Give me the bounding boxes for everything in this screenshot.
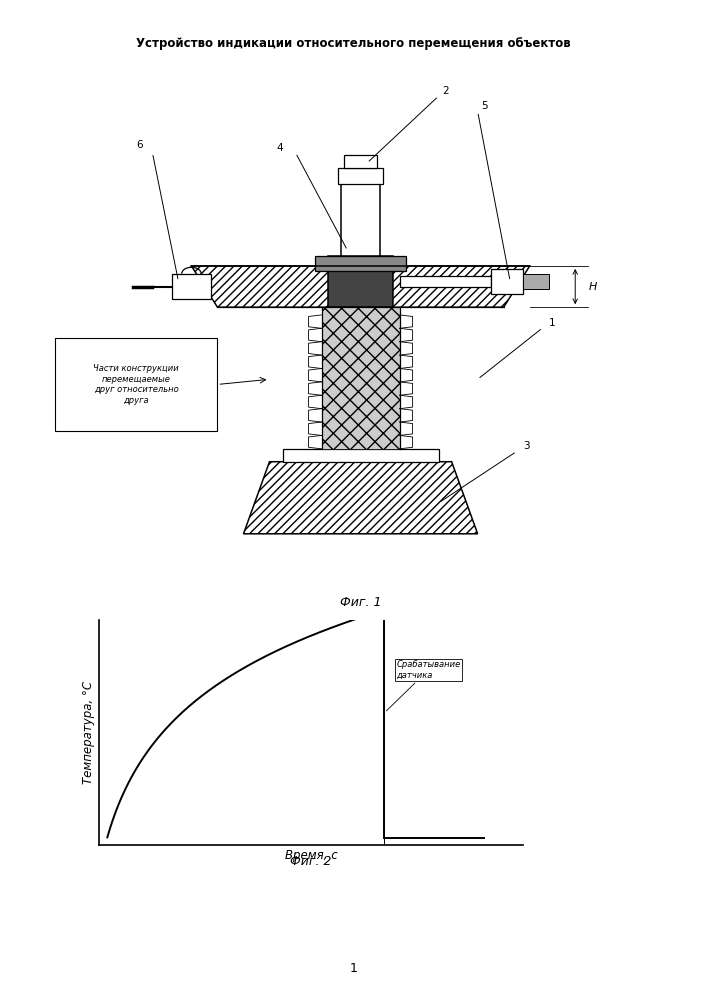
Text: H: H: [588, 282, 597, 292]
Bar: [341, 184, 380, 256]
X-axis label: Время, с: Время, с: [285, 849, 337, 862]
Bar: [399, 276, 491, 287]
Text: 5: 5: [481, 101, 488, 111]
FancyBboxPatch shape: [55, 338, 218, 431]
Text: Устройство индикации относительного перемещения объектов: Устройство индикации относительного пере…: [136, 37, 571, 50]
Polygon shape: [322, 307, 399, 449]
Bar: [523, 274, 549, 289]
Text: 3: 3: [523, 441, 530, 451]
Text: Фиг. 2: Фиг. 2: [291, 855, 332, 868]
Polygon shape: [243, 462, 478, 534]
Bar: [344, 155, 377, 168]
Bar: [283, 449, 438, 462]
Text: 1: 1: [349, 962, 358, 975]
Text: 4: 4: [276, 143, 283, 153]
Text: Части конструкции
перемещаемые
друг относительно
друга: Части конструкции перемещаемые друг отно…: [93, 364, 179, 405]
Bar: [315, 256, 406, 271]
Y-axis label: Температура, °С: Температура, °С: [82, 681, 95, 784]
Text: 1: 1: [549, 318, 556, 328]
Text: Фиг. 1: Фиг. 1: [340, 596, 381, 609]
Text: 6: 6: [136, 140, 143, 150]
Text: Срабатывание
датчика: Срабатывание датчика: [387, 660, 460, 711]
Text: 2: 2: [442, 86, 448, 96]
Bar: [491, 269, 523, 294]
Bar: [338, 168, 383, 184]
Bar: [172, 274, 211, 299]
Polygon shape: [192, 266, 530, 307]
Bar: [328, 256, 393, 307]
